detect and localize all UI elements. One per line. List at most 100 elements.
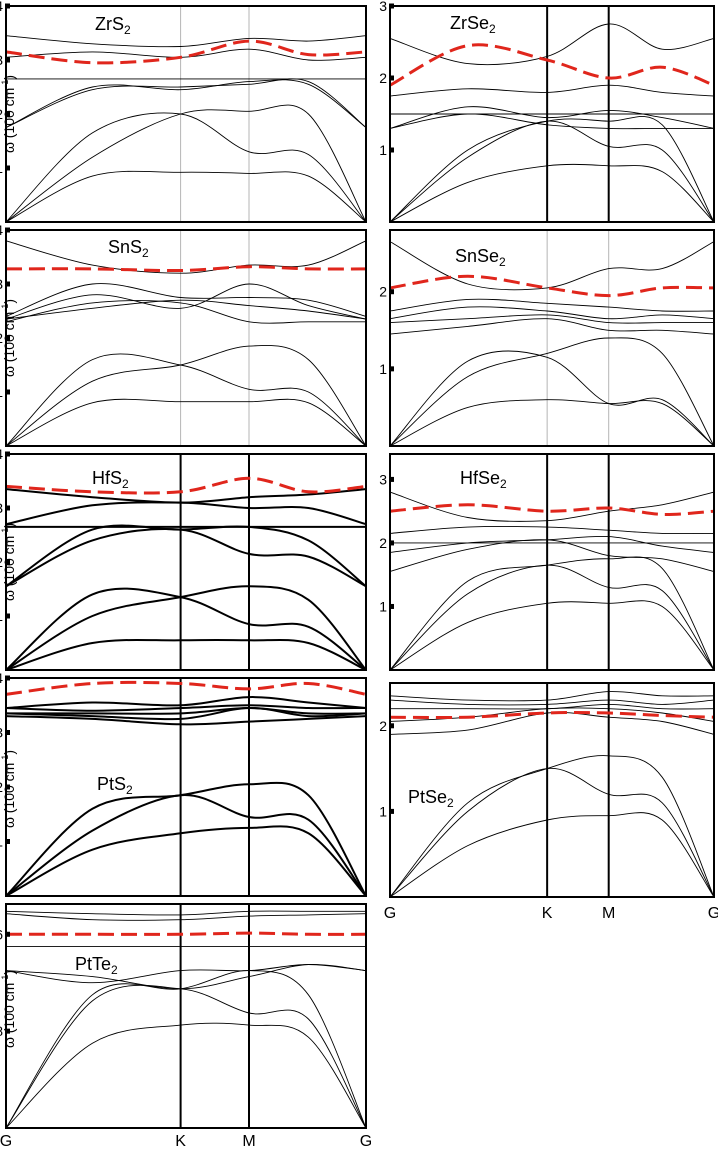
band-optical-3 — [5, 706, 367, 715]
band-acoustic-3 — [5, 781, 367, 897]
panel-sns2: 1 2 3 4 SnS2 ω (100 cm-1) — [0, 222, 367, 447]
y-tick-mark — [5, 281, 10, 287]
band-acoustic-2 — [5, 587, 367, 671]
y-tick-mark — [5, 389, 10, 395]
panel-title: PtTe2 — [75, 954, 118, 977]
band-acoustic-2 — [5, 984, 367, 1129]
band-optical-5 — [5, 696, 367, 709]
panel-zrse2: 1 2 3 ZrSe2 — [379, 0, 715, 223]
band-optical-4 — [389, 525, 715, 535]
band-highlighted — [5, 476, 367, 495]
y-tick-label: 1 — [379, 803, 387, 819]
band-acoustic-1 — [389, 600, 715, 671]
y-tick-label: 4 — [0, 670, 3, 686]
band-highlighted — [6, 931, 367, 936]
y-tick-mark — [5, 1028, 10, 1034]
y-tick-mark — [5, 227, 10, 233]
band-acoustic-2 — [5, 353, 367, 447]
panel-ptse2: 1 2 PtSe2 — [379, 682, 715, 898]
band-acoustic-3 — [389, 755, 715, 898]
plot-frame — [389, 229, 715, 447]
y-tick-label: 1 — [0, 608, 3, 624]
band-optical-5 — [389, 691, 715, 702]
band-acoustic-1 — [5, 1022, 367, 1129]
plot-frame — [389, 682, 715, 898]
band-optical-4 — [389, 699, 715, 706]
band-acoustic-2 — [5, 794, 367, 897]
band-optical-2 — [389, 106, 715, 129]
y-tick-mark — [389, 3, 394, 9]
y-tick-mark — [5, 335, 10, 341]
y-tick-mark — [5, 505, 10, 511]
y-tick-label: 2 — [379, 70, 387, 86]
band-optical-5 — [5, 910, 366, 916]
y-tick-label: 4 — [0, 446, 3, 462]
band-optical-4 — [5, 283, 367, 317]
band-optical-2 — [389, 314, 714, 324]
x-tick-label-g: G — [360, 1133, 372, 1149]
y-tick-mark — [5, 931, 10, 937]
band-acoustic-3 — [5, 345, 367, 447]
panel-title: HfSe2 — [460, 468, 507, 491]
band-optical-2 — [5, 78, 367, 128]
band-optical-3 — [389, 306, 715, 320]
band-optical-5 — [5, 488, 367, 504]
y-tick-label: 2 — [0, 554, 3, 570]
panel-ptte2: 0.8 1.6 PtTe2 ω (100 cm-1) — [0, 903, 367, 1129]
y-tick-mark — [5, 559, 10, 565]
band-acoustic-1 — [5, 825, 367, 897]
y-tick-label: 4 — [0, 222, 3, 238]
x-tick-label-g: G — [384, 905, 396, 922]
plot-frame — [389, 453, 715, 671]
panel-title: PtS2 — [97, 774, 133, 797]
band-optical-1 — [5, 527, 367, 588]
band-acoustic-2 — [5, 112, 367, 223]
band-optical-1 — [389, 539, 715, 572]
band-acoustic-1 — [5, 170, 367, 223]
y-tick-label: 3 — [0, 276, 3, 292]
x-tick-label-m: M — [242, 1133, 255, 1149]
band-optical-4 — [5, 704, 367, 712]
plot-frame — [5, 229, 367, 447]
y-axis-label: ω (100 cm-1) — [0, 970, 17, 1048]
y-tick-mark — [389, 540, 394, 546]
band-optical-4 — [389, 84, 715, 97]
band-highlighted — [389, 43, 715, 87]
y-tick-label: 1 — [0, 384, 3, 400]
y-tick-label: 1 — [379, 598, 387, 614]
band-optical-4 — [5, 913, 367, 921]
band-optical-1 — [389, 712, 715, 735]
band-optical-4 — [5, 48, 367, 61]
y-tick-mark — [389, 75, 394, 81]
panel-title: HfS2 — [92, 468, 129, 491]
band-acoustic-1 — [5, 638, 367, 671]
y-tick-mark — [5, 675, 10, 681]
y-tick-mark — [389, 366, 394, 372]
y-tick-mark — [5, 613, 10, 619]
y-tick-mark — [5, 839, 10, 844]
y-tick-mark — [389, 147, 394, 153]
y-tick-label: 3 — [0, 725, 3, 741]
band-optical-5 — [389, 241, 715, 291]
band-optical-2 — [389, 707, 715, 722]
y-axis-label: ω (100 cm-1) — [0, 75, 17, 153]
y-tick-label: 1 — [0, 160, 3, 176]
x-tick-label-g: G — [708, 905, 718, 922]
y-tick-mark — [389, 476, 394, 482]
x-tick-label-g: G — [0, 1133, 12, 1149]
panel-pts2: 1 2 3 4 PtS2 ω (100 cm-1) — [0, 670, 367, 897]
band-optical-3 — [5, 283, 367, 320]
plot-frame — [389, 5, 715, 223]
band-acoustic-1 — [389, 163, 715, 223]
band-acoustic-3 — [389, 116, 715, 223]
band-acoustic-2 — [389, 564, 715, 671]
x-tick-label-m: M — [602, 905, 615, 922]
y-tick-mark — [389, 289, 394, 295]
band-acoustic-1 — [389, 812, 715, 898]
y-tick-mark — [389, 603, 394, 609]
panel-title: SnSe2 — [455, 246, 506, 269]
y-tick-label: 1.6 — [0, 926, 3, 942]
y-tick-label: 2 — [379, 535, 387, 551]
band-optical-1 — [389, 318, 715, 335]
panel-snse2: 1 2 SnSe2 — [379, 229, 715, 447]
